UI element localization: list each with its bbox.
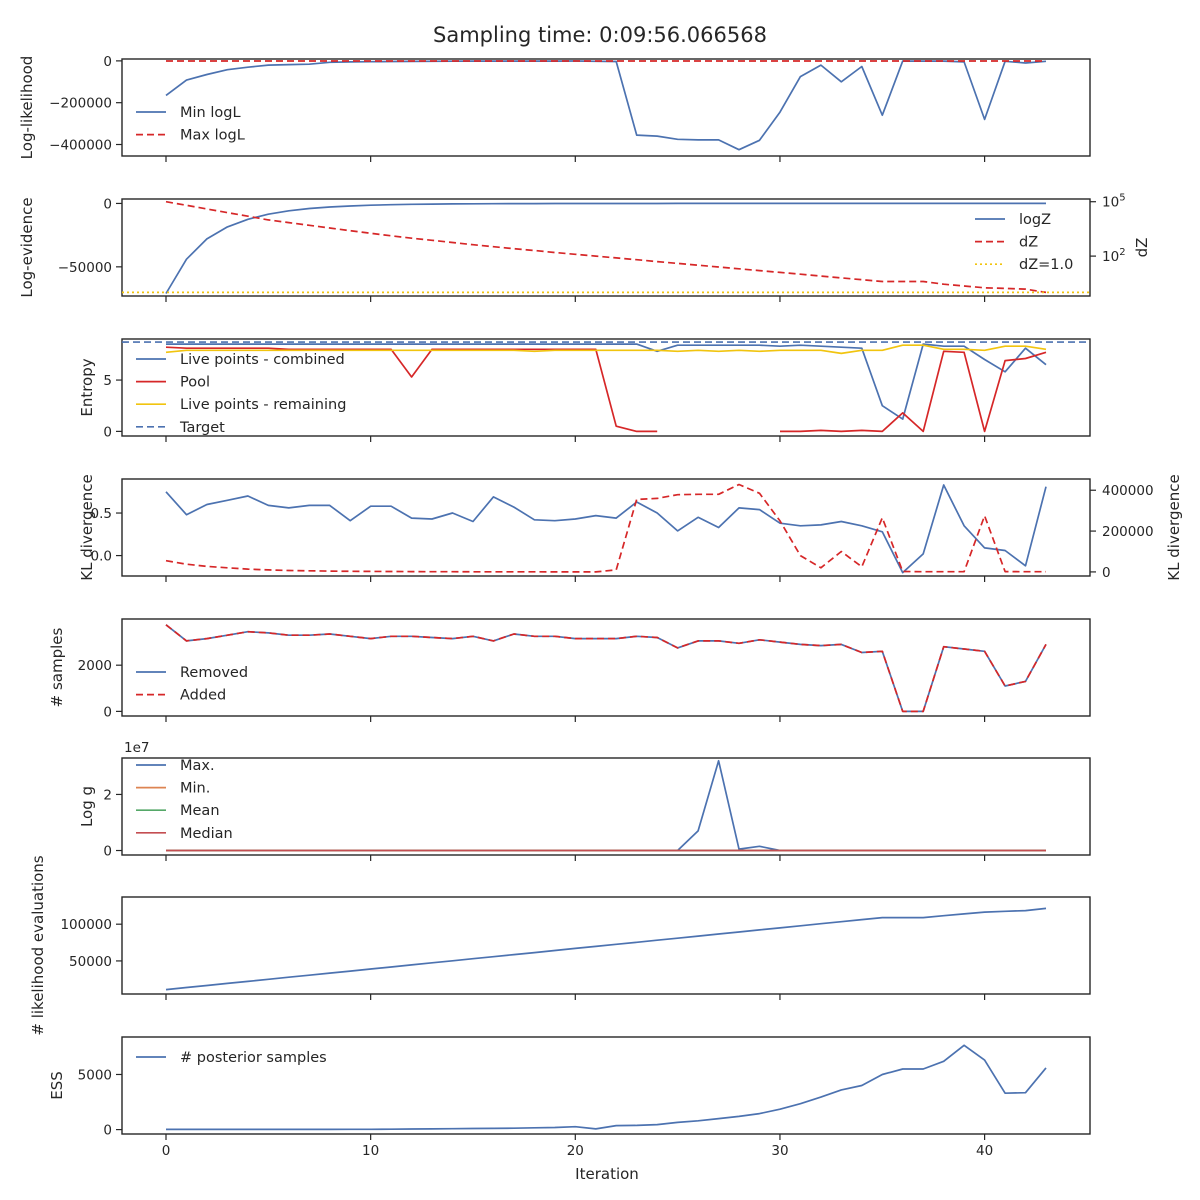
axes-frame: [121, 198, 1091, 297]
panel-6: 2 0 Log g 1e7 Max. Min. Mean Median: [78, 740, 1091, 861]
offset-label: 1e7: [124, 740, 149, 756]
panel-3: 0 5 Entropy Live points - combined Pool Live …: [78, 338, 1091, 442]
right-y-tick-label: 102: [1102, 247, 1126, 265]
figure-title: Sampling time: 0:09:56.066568: [433, 23, 767, 47]
tick-exponent: 2: [1119, 247, 1125, 258]
axes-frame: [121, 338, 1091, 437]
legend-label: dZ=1.0: [1019, 257, 1073, 273]
y-tick-label: −200000: [49, 96, 112, 112]
tick-exponent: 5: [1119, 193, 1125, 204]
y-tick-label: 0: [103, 1123, 112, 1139]
panel-7: 100000 50000 # likelihood evaluations: [29, 855, 1091, 1036]
axes-frame: [121, 1036, 1091, 1135]
legend-label: dZ: [1019, 235, 1038, 251]
y-axis-label: ESS: [48, 1071, 66, 1100]
y-axis-label: Log g: [78, 786, 96, 827]
y-tick-label: −50000: [58, 260, 112, 276]
y-tick-label: 0: [103, 54, 112, 70]
series-posterior-samples-line: [166, 1044, 1047, 1131]
panel-1: 0 −200000 −400000 Log-likelihood Min logL Max…: [18, 54, 1091, 162]
y-axis-label: # likelihood evaluations: [29, 855, 47, 1035]
x-tick-label: 10: [362, 1143, 379, 1159]
y-tick-label: 5000: [78, 1067, 112, 1083]
y-tick-label: 100000: [60, 917, 112, 933]
right-y-axis-label: KL divergence: [1165, 474, 1183, 580]
legend-label: Min logL: [180, 105, 241, 121]
right-y-tick-label: 105: [1102, 193, 1126, 211]
y-axis-label: KL divergence: [78, 474, 96, 580]
series-dz-line: [165, 200, 1047, 294]
x-tick-label: 0: [162, 1143, 171, 1159]
right-y-axis-label: dZ: [1133, 238, 1151, 258]
axes-frame: [121, 478, 1091, 577]
series-logz-line: [165, 202, 1046, 294]
series-live-points-remaining-line: [165, 344, 1047, 355]
legend-label: # posterior samples: [180, 1050, 327, 1066]
x-tick-label: 30: [771, 1143, 788, 1159]
y-tick-label: 0.5: [91, 506, 112, 522]
legend-label: Pool: [180, 375, 210, 391]
y-axis-label: Log-likelihood: [18, 56, 36, 160]
x-tick-label: 40: [976, 1143, 993, 1159]
series-removed-line: [165, 624, 1047, 713]
legend-label: Mean: [180, 803, 220, 819]
right-y-tick-label: 200000: [1102, 524, 1154, 540]
legend-label: Live points - combined: [180, 352, 345, 368]
legend-label: Min.: [180, 781, 210, 797]
y-tick-label: 0.0: [91, 549, 112, 565]
series-max-line: [166, 759, 1046, 852]
legend-label: Max logL: [180, 128, 245, 144]
legend-label: Removed: [180, 665, 248, 681]
right-y-tick-label: 400000: [1102, 483, 1154, 499]
panel-5: 2000 0 # samples Removed Added: [48, 618, 1091, 722]
panel-4: 0.5 0.0 400000 200000 0 KL divergence KL diver…: [78, 474, 1183, 582]
legend-label: Target: [179, 420, 225, 436]
y-tick-label: 2: [103, 787, 112, 803]
legend-label: Added: [180, 688, 226, 704]
series-added-line: [165, 624, 1047, 713]
y-tick-label: −400000: [49, 138, 112, 154]
axes-frame: [121, 58, 1091, 157]
y-tick-label: 2000: [78, 658, 112, 674]
y-tick-label: 0: [103, 424, 112, 440]
legend-label: logZ: [1019, 212, 1051, 228]
legend-label: Median: [180, 826, 233, 842]
right-y-tick-label: 0: [1102, 565, 1111, 581]
y-axis-label: # samples: [48, 627, 66, 707]
x-tick-label: 20: [567, 1143, 584, 1159]
axes-frame: [121, 618, 1091, 717]
legend-label: Live points - remaining: [180, 397, 346, 413]
y-tick-label: 5: [103, 373, 112, 389]
series-kl-divergence-right-line: [165, 483, 1046, 573]
series-kl-divergence-line: [165, 484, 1047, 574]
axes-frame: [121, 896, 1091, 995]
y-axis-label: Entropy: [78, 358, 96, 416]
y-axis-label: Log-evidence: [18, 197, 36, 297]
y-tick-label: 50000: [69, 954, 112, 970]
panels: 0 −200000 −400000 Log-likelihood Min logL Max…: [18, 54, 1183, 1159]
legend-label: Max.: [180, 758, 215, 774]
series-likelihood-evaluations-line: [165, 907, 1047, 991]
panel-8: 0 10 20 30 40 5000 0 ESS # posterior samples: [48, 1036, 1091, 1159]
y-tick-label: 0: [103, 844, 112, 860]
series-min-logl-line: [165, 60, 1047, 151]
y-tick-label: 0: [103, 196, 112, 212]
series-pool-line: [165, 346, 1047, 433]
panel-2: 0 −50000 105 102 Log-evidence dZ logZ dZ dZ=1.0: [18, 193, 1151, 302]
x-axis-label: Iteration: [575, 1165, 639, 1183]
y-tick-label: 0: [103, 704, 112, 720]
axes-frame: [121, 757, 1091, 856]
